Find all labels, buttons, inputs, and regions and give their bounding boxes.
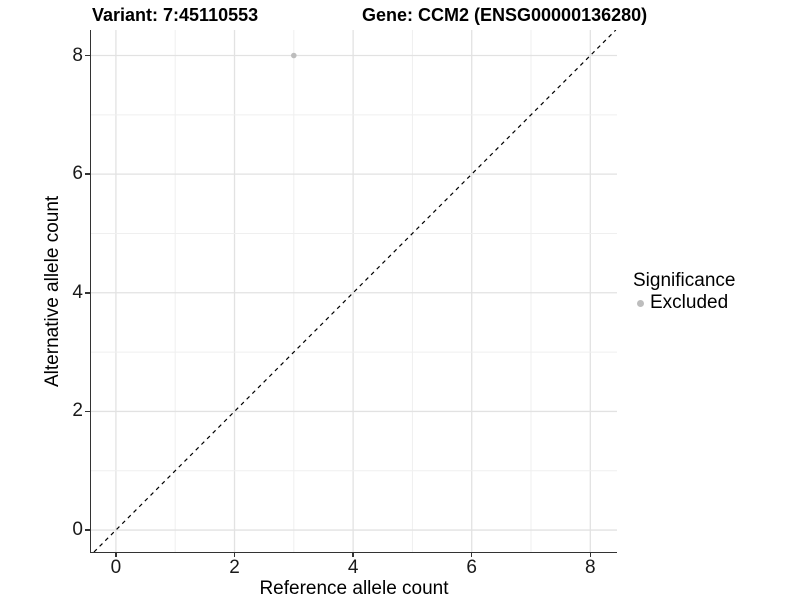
- x-tick-mark: [352, 552, 354, 557]
- x-axis-title: Reference allele count: [259, 578, 449, 599]
- data-point: [291, 52, 297, 59]
- x-tick-mark: [589, 552, 592, 557]
- x-tick-label: 8: [585, 557, 596, 578]
- y-tick-label: 8: [72, 44, 83, 66]
- legend: Significance Excluded: [633, 270, 735, 314]
- identity-dashed-line: [93, 30, 617, 552]
- plot-canvas: [91, 30, 617, 552]
- gene-title: Gene: CCM2 (ENSG00000136280): [362, 5, 648, 25]
- x-tick-label: 2: [229, 557, 240, 578]
- y-tick-mark: [84, 410, 90, 413]
- legend-point-icon: [637, 299, 644, 307]
- x-tick-label: 0: [110, 557, 122, 578]
- y-tick-mark: [84, 292, 90, 294]
- y-tick-mark: [84, 54, 90, 57]
- y-tick-label: 2: [72, 400, 83, 422]
- x-tick-mark: [233, 552, 236, 557]
- x-tick-label: 4: [347, 557, 359, 578]
- y-tick-mark: [84, 173, 90, 175]
- legend-items: Excluded: [633, 292, 735, 314]
- legend-item-label: Excluded: [650, 292, 729, 313]
- y-tick-mark: [84, 529, 90, 531]
- x-tick-label: 6: [466, 557, 477, 578]
- x-tick-mark: [470, 552, 473, 557]
- legend-title: Significance: [633, 270, 736, 291]
- x-tick-mark: [115, 552, 117, 557]
- plot-panel: [90, 30, 617, 553]
- y-tick-label: 6: [72, 163, 83, 185]
- y-tick-label: 0: [72, 519, 83, 541]
- variant-title: Variant: 7:45110553: [92, 5, 259, 25]
- legend-item: Excluded: [637, 292, 735, 314]
- y-tick-label: 4: [72, 281, 83, 303]
